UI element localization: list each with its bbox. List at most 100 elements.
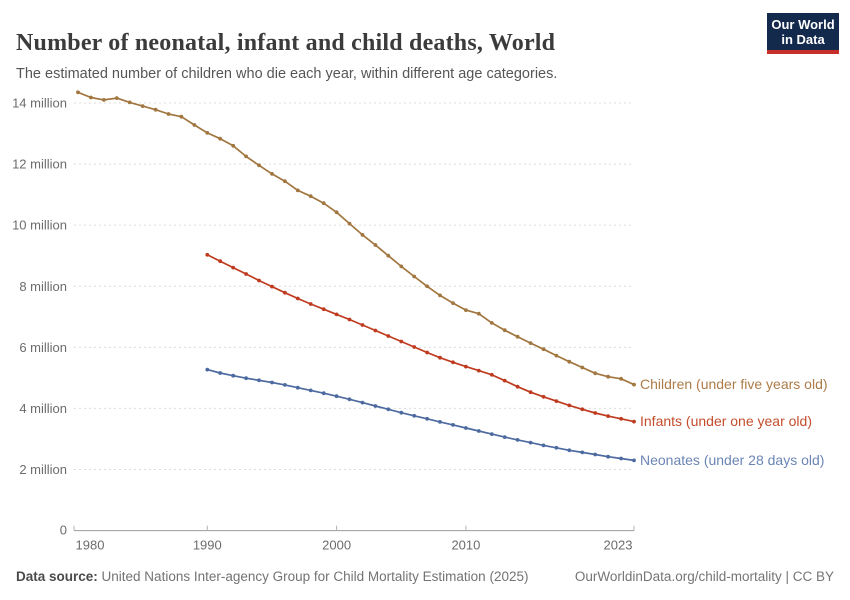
data-point-children-2020[interactable] xyxy=(593,371,598,376)
data-point-infants-2019[interactable] xyxy=(580,407,585,412)
series-children[interactable] xyxy=(76,90,636,387)
data-point-children-2006[interactable] xyxy=(412,274,417,279)
data-point-infants-1991[interactable] xyxy=(218,259,223,264)
data-point-children-1991[interactable] xyxy=(218,136,223,141)
series-line-infants[interactable] xyxy=(206,254,635,423)
data-point-infants-2013[interactable] xyxy=(502,378,507,383)
data-point-neonates-2006[interactable] xyxy=(412,413,417,418)
series-neonates[interactable] xyxy=(205,367,636,463)
data-point-children-1986[interactable] xyxy=(153,107,158,112)
data-point-infants-2010[interactable] xyxy=(464,364,468,369)
data-point-neonates-1997[interactable] xyxy=(295,385,300,390)
data-point-infants-2021[interactable] xyxy=(606,414,610,418)
data-point-infants-2022[interactable] xyxy=(619,416,623,421)
data-point-children-1981[interactable] xyxy=(89,95,93,100)
series-line-children[interactable] xyxy=(77,91,635,386)
data-point-neonates-1992[interactable] xyxy=(231,373,236,378)
data-point-children-2017[interactable] xyxy=(554,353,559,358)
data-point-children-2014[interactable] xyxy=(515,334,520,339)
data-point-infants-2020[interactable] xyxy=(593,411,598,415)
data-point-neonates-2020[interactable] xyxy=(593,452,598,457)
data-point-infants-2005[interactable] xyxy=(399,339,404,344)
data-point-neonates-2016[interactable] xyxy=(541,443,546,448)
data-point-children-2010[interactable] xyxy=(464,308,468,312)
series-line-neonates[interactable] xyxy=(207,368,635,462)
data-point-children-2015[interactable] xyxy=(528,341,533,345)
data-point-neonates-2008[interactable] xyxy=(438,420,442,424)
data-point-neonates-2017[interactable] xyxy=(554,445,559,450)
data-point-neonates-2009[interactable] xyxy=(451,423,455,427)
data-point-neonates-2003[interactable] xyxy=(373,404,378,408)
license-link[interactable]: OurWorldinData.org/child-mortality | CC … xyxy=(574,569,834,584)
data-point-infants-2008[interactable] xyxy=(438,355,442,360)
data-point-children-1985[interactable] xyxy=(140,104,145,108)
data-point-infants-1994[interactable] xyxy=(257,278,261,283)
data-point-neonates-2021[interactable] xyxy=(606,454,610,459)
data-point-children-1992[interactable] xyxy=(231,143,236,148)
data-point-children-2019[interactable] xyxy=(580,365,585,370)
data-point-infants-1996[interactable] xyxy=(283,290,287,295)
data-point-neonates-2012[interactable] xyxy=(489,432,494,436)
data-point-infants-2000[interactable] xyxy=(334,312,339,317)
data-point-neonates-2022[interactable] xyxy=(619,456,623,461)
data-point-neonates-1991[interactable] xyxy=(218,371,223,375)
data-point-neonates-1998[interactable] xyxy=(308,388,313,393)
data-point-infants-2017[interactable] xyxy=(554,399,559,403)
data-point-children-2003[interactable] xyxy=(373,243,378,247)
data-point-infants-2016[interactable] xyxy=(541,394,546,399)
data-point-infants-2001[interactable] xyxy=(347,317,352,322)
data-point-children-1980[interactable] xyxy=(76,90,80,95)
data-point-infants-2023[interactable] xyxy=(632,419,636,424)
data-point-children-1990[interactable] xyxy=(205,131,210,135)
data-point-infants-2018[interactable] xyxy=(567,403,572,408)
data-point-neonates-2014[interactable] xyxy=(515,438,520,442)
data-point-children-1998[interactable] xyxy=(308,194,313,199)
data-point-neonates-2015[interactable] xyxy=(528,440,533,445)
data-point-neonates-2023[interactable] xyxy=(632,458,636,463)
data-point-children-2018[interactable] xyxy=(567,359,572,364)
data-point-infants-2003[interactable] xyxy=(373,328,378,333)
data-point-children-2009[interactable] xyxy=(451,301,455,305)
series-infants[interactable] xyxy=(205,252,636,424)
data-point-children-2022[interactable] xyxy=(619,376,623,381)
data-point-infants-2006[interactable] xyxy=(412,345,417,349)
data-point-infants-2015[interactable] xyxy=(528,390,533,395)
data-point-neonates-1993[interactable] xyxy=(244,376,249,381)
data-point-children-2008[interactable] xyxy=(438,293,442,298)
data-point-children-1988[interactable] xyxy=(179,114,184,119)
data-point-infants-2012[interactable] xyxy=(489,372,494,377)
data-point-children-2011[interactable] xyxy=(476,311,481,316)
data-point-infants-1993[interactable] xyxy=(244,272,249,276)
data-point-neonates-2007[interactable] xyxy=(425,416,429,421)
data-point-infants-1998[interactable] xyxy=(308,302,313,306)
data-point-children-2023[interactable] xyxy=(632,382,636,387)
data-point-infants-2011[interactable] xyxy=(476,368,481,373)
data-point-infants-1990[interactable] xyxy=(205,252,210,257)
data-point-neonates-1994[interactable] xyxy=(257,378,261,383)
data-point-children-2005[interactable] xyxy=(399,264,404,269)
data-point-neonates-1995[interactable] xyxy=(270,380,274,385)
data-point-children-1993[interactable] xyxy=(244,154,249,159)
data-point-children-1995[interactable] xyxy=(270,172,274,176)
data-point-children-1989[interactable] xyxy=(192,123,197,127)
data-point-neonates-1999[interactable] xyxy=(321,391,326,396)
data-point-infants-2002[interactable] xyxy=(360,323,365,327)
data-point-children-2021[interactable] xyxy=(606,374,610,379)
data-point-neonates-2010[interactable] xyxy=(464,426,468,430)
data-point-children-2000[interactable] xyxy=(334,210,339,215)
data-point-neonates-1996[interactable] xyxy=(283,383,287,387)
data-point-children-2002[interactable] xyxy=(360,233,365,237)
data-point-neonates-2005[interactable] xyxy=(399,410,404,415)
data-point-neonates-2011[interactable] xyxy=(476,429,481,433)
data-point-infants-2009[interactable] xyxy=(451,360,455,365)
data-point-children-2016[interactable] xyxy=(541,347,546,352)
data-point-children-2004[interactable] xyxy=(386,253,391,258)
data-point-infants-2004[interactable] xyxy=(386,334,391,338)
data-point-neonates-1990[interactable] xyxy=(205,367,210,372)
data-point-children-1994[interactable] xyxy=(257,163,261,168)
data-point-neonates-2001[interactable] xyxy=(347,397,352,402)
data-point-children-2012[interactable] xyxy=(489,321,494,325)
data-point-children-1984[interactable] xyxy=(127,100,132,105)
data-point-neonates-2000[interactable] xyxy=(334,394,339,399)
data-point-children-1997[interactable] xyxy=(295,188,300,193)
